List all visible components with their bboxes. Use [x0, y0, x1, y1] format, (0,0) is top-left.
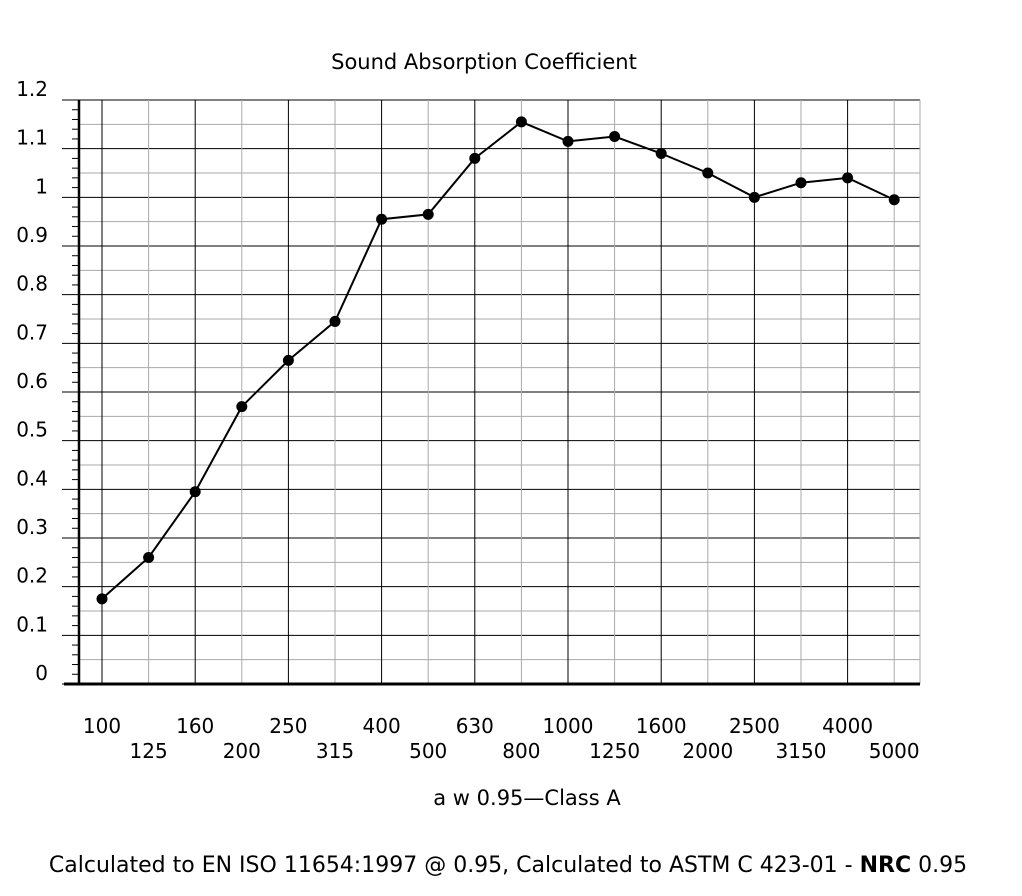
- x-tick-label: 2000: [682, 739, 733, 763]
- y-tick-label: 0.3: [16, 515, 48, 539]
- y-tick-label: 0.2: [16, 564, 48, 588]
- data-point: [702, 167, 714, 179]
- data-point: [888, 194, 900, 206]
- data-series: [96, 116, 900, 605]
- data-point: [189, 486, 201, 498]
- y-tick-label: 1.2: [16, 77, 48, 101]
- x-axis-label: a w 0.95—Class A: [433, 786, 621, 810]
- x-tick-label: 800: [502, 739, 540, 763]
- x-tick-label: 3150: [776, 739, 827, 763]
- y-tick-label: 0.4: [16, 466, 48, 490]
- x-tick-label: 1000: [543, 714, 594, 738]
- x-tick-label: 5000: [869, 739, 920, 763]
- x-tick-label: 100: [83, 714, 121, 738]
- data-point: [842, 172, 854, 184]
- y-tick-label: 0.9: [16, 223, 48, 247]
- x-tick-label: 1250: [589, 739, 640, 763]
- x-tick-label: 400: [363, 714, 401, 738]
- y-tick-label: 1.1: [16, 126, 48, 150]
- x-tick-label: 200: [223, 739, 261, 763]
- data-point: [609, 131, 621, 142]
- data-point: [143, 551, 155, 563]
- data-point: [422, 208, 434, 220]
- x-axis-ticks: 100 125 160 200 250 315 400 500 630 8001000125016…: [83, 714, 920, 763]
- x-tick-label: 4000: [822, 714, 873, 738]
- grid: [79, 99, 921, 684]
- chart-title: Sound Absorption Coefficient: [331, 50, 637, 74]
- data-point: [236, 401, 248, 413]
- y-tick-label: 0.5: [16, 418, 48, 442]
- axes: [62, 99, 920, 686]
- y-tick-label: 0.6: [16, 369, 48, 393]
- data-point: [376, 213, 388, 225]
- data-point: [329, 315, 341, 327]
- x-tick-label: 1600: [636, 714, 687, 738]
- footer-text-prefix: Calculated to EN ISO 11654:1997 @ 0.95, …: [49, 853, 860, 878]
- data-point: [282, 354, 294, 366]
- x-tick-label: 630: [456, 714, 494, 738]
- data-point: [795, 177, 807, 189]
- data-point: [96, 593, 108, 605]
- series-line: [101, 120, 895, 600]
- y-tick-label: 0.1: [16, 612, 48, 636]
- data-point: [562, 135, 574, 147]
- footer-nrc-value: 0.95: [911, 853, 967, 878]
- x-tick-label: 125: [130, 739, 168, 763]
- y-axis-ticks: 0 0.1 0.2 0.3 0.4 0.5 0.6 0.7 0.8 0.9 1 1.1 1.2: [16, 77, 48, 685]
- footer-nrc-label: NRC: [860, 853, 912, 878]
- footer-note: Calculated to EN ISO 11654:1997 @ 0.95, …: [49, 853, 967, 878]
- x-tick-label: 315: [316, 739, 354, 763]
- x-tick-label: 500: [409, 739, 447, 763]
- data-point: [655, 148, 667, 160]
- data-point: [515, 116, 527, 128]
- x-tick-label: 2500: [729, 714, 780, 738]
- x-tick-label: 250: [269, 714, 307, 738]
- y-tick-label: 1: [35, 174, 48, 198]
- x-tick-label: 160: [176, 714, 214, 738]
- y-tick-label: 0.7: [16, 320, 48, 344]
- data-point: [748, 191, 760, 203]
- y-tick-label: 0.8: [16, 272, 48, 296]
- data-point: [469, 152, 481, 164]
- y-tick-label: 0: [35, 661, 48, 685]
